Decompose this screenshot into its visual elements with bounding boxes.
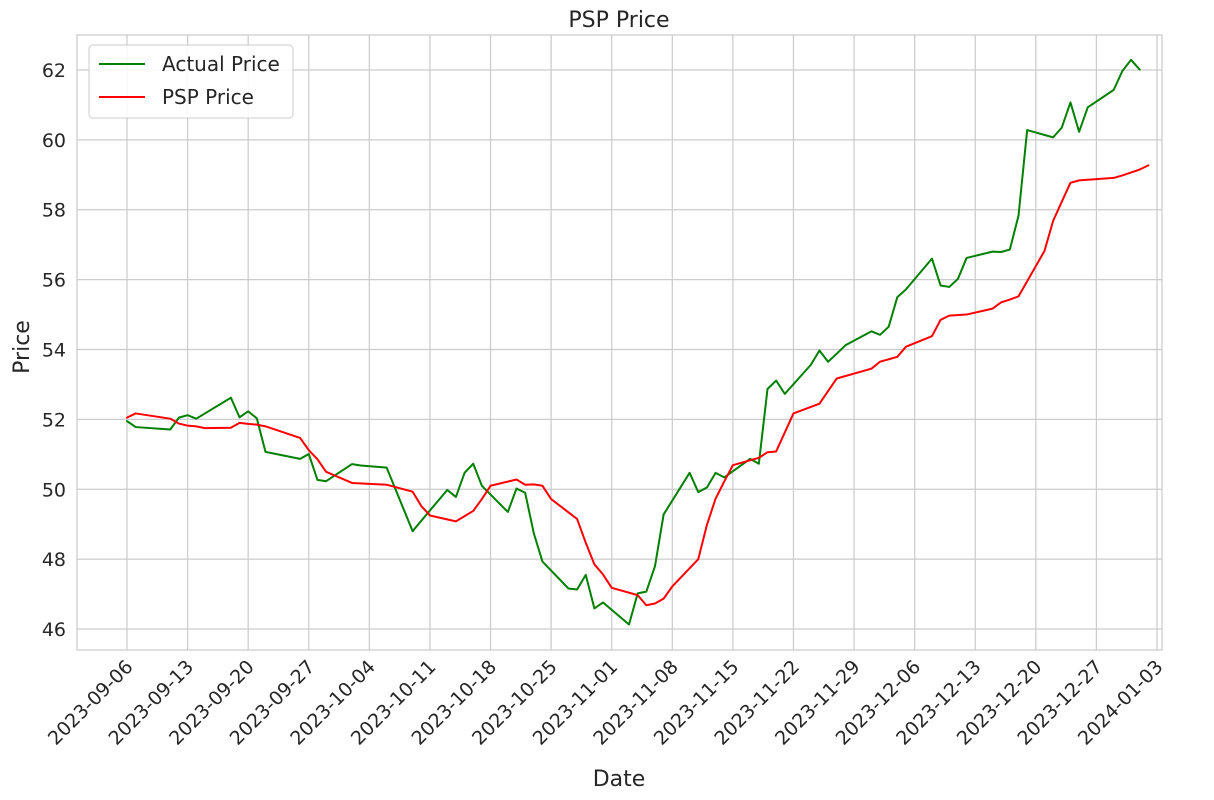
series-line-actual-price: [126, 58, 1141, 626]
chart-title: PSP Price: [568, 8, 669, 33]
y-tick-label: 46: [42, 619, 66, 641]
legend: Actual Price PSP Price: [88, 44, 294, 119]
y-tick-label: 48: [42, 549, 66, 571]
series-line-psp-price: [126, 164, 1150, 607]
y-tick-labels: 46 48 50 52 54 56 58 60 62: [42, 60, 66, 641]
legend-label-actual-price: Actual Price: [162, 52, 280, 76]
y-tick-label: 50: [42, 479, 66, 501]
y-tick-label: 52: [42, 409, 66, 431]
y-tick-label: 62: [42, 60, 66, 82]
plot-frame: [76, 34, 1163, 651]
y-tick-label: 54: [42, 339, 66, 361]
y-tick-label: 58: [42, 200, 66, 222]
y-tick-label: 60: [42, 130, 66, 152]
legend-label-psp-price: PSP Price: [162, 85, 254, 109]
grid-lines: [77, 35, 1162, 650]
series-layer: [126, 58, 1150, 626]
y-axis-label: Price: [10, 320, 35, 374]
y-tick-label: 56: [42, 270, 66, 292]
x-axis-label: Date: [593, 767, 646, 792]
